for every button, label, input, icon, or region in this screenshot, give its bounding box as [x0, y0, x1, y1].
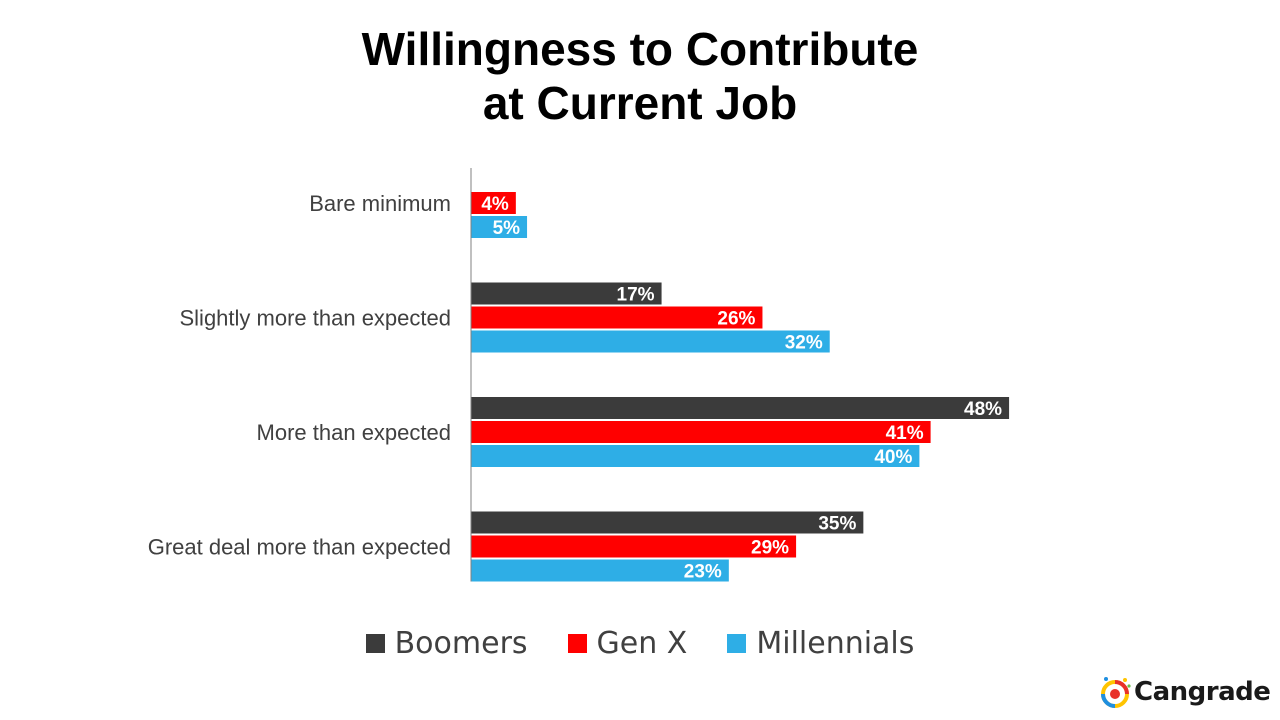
- bar-millennials: [471, 559, 729, 582]
- legend-label: Gen X: [596, 626, 688, 661]
- legend-item-gen-x: Gen X: [567, 626, 688, 661]
- cangrade-logo-icon: [1101, 677, 1131, 708]
- bar-chart: Bare minimum Slightly more than expected M…: [148, 168, 1010, 583]
- legend: Boomers Gen X Millennials: [0, 626, 1280, 661]
- legend-label: Millennials: [756, 626, 915, 661]
- bar-boomers: [471, 397, 1010, 419]
- bar-gen-x: [471, 421, 931, 443]
- legend-item-millennials: Millennials: [727, 626, 914, 661]
- legend-swatch: [567, 634, 587, 653]
- brand-name: Cangrade: [1134, 677, 1271, 707]
- bar-millennials: [471, 445, 920, 467]
- bar-boomers: [471, 282, 662, 305]
- data-label: 32%: [785, 333, 823, 354]
- legend-item-boomers: Boomers: [365, 626, 528, 661]
- bar-gen-x: [471, 535, 797, 558]
- data-label: 26%: [717, 309, 755, 330]
- legend-swatch: [727, 634, 747, 653]
- data-label: 5%: [493, 218, 521, 239]
- bar-boomers: [471, 511, 864, 534]
- bar-gen-x: [471, 192, 516, 214]
- legend-label: Boomers: [394, 626, 528, 661]
- chart-title-line-1: Willingness to Contribute: [361, 23, 919, 75]
- data-label: 41%: [886, 423, 924, 444]
- category-label: Slightly more than expected: [180, 306, 452, 331]
- category-label: Bare minimum: [309, 191, 451, 216]
- chart-title: Willingness to Contribute at Current Job: [0, 22, 1280, 130]
- category-label: Great deal more than expected: [148, 535, 451, 560]
- value-labels: 4% 5% 17% 26% 32% 48% 41% 40% 35% 29% 23%: [481, 194, 1002, 583]
- category-label: More than expected: [257, 420, 451, 445]
- bar-millennials: [471, 216, 528, 238]
- legend-swatch: [365, 634, 385, 653]
- category-labels: Bare minimum Slightly more than expected M…: [148, 191, 451, 560]
- chart-title-line-2: at Current Job: [482, 77, 798, 129]
- bar-millennials: [471, 330, 830, 353]
- bars: [471, 192, 1010, 582]
- data-label: 17%: [617, 285, 655, 306]
- bar-gen-x: [471, 306, 763, 329]
- data-label: 23%: [684, 562, 722, 583]
- data-label: 48%: [964, 399, 1002, 420]
- data-label: 40%: [874, 447, 912, 468]
- data-label: 4%: [481, 194, 509, 215]
- brand-logo: Cangrade: [1098, 672, 1271, 712]
- data-label: 35%: [818, 514, 856, 535]
- data-label: 29%: [751, 538, 789, 559]
